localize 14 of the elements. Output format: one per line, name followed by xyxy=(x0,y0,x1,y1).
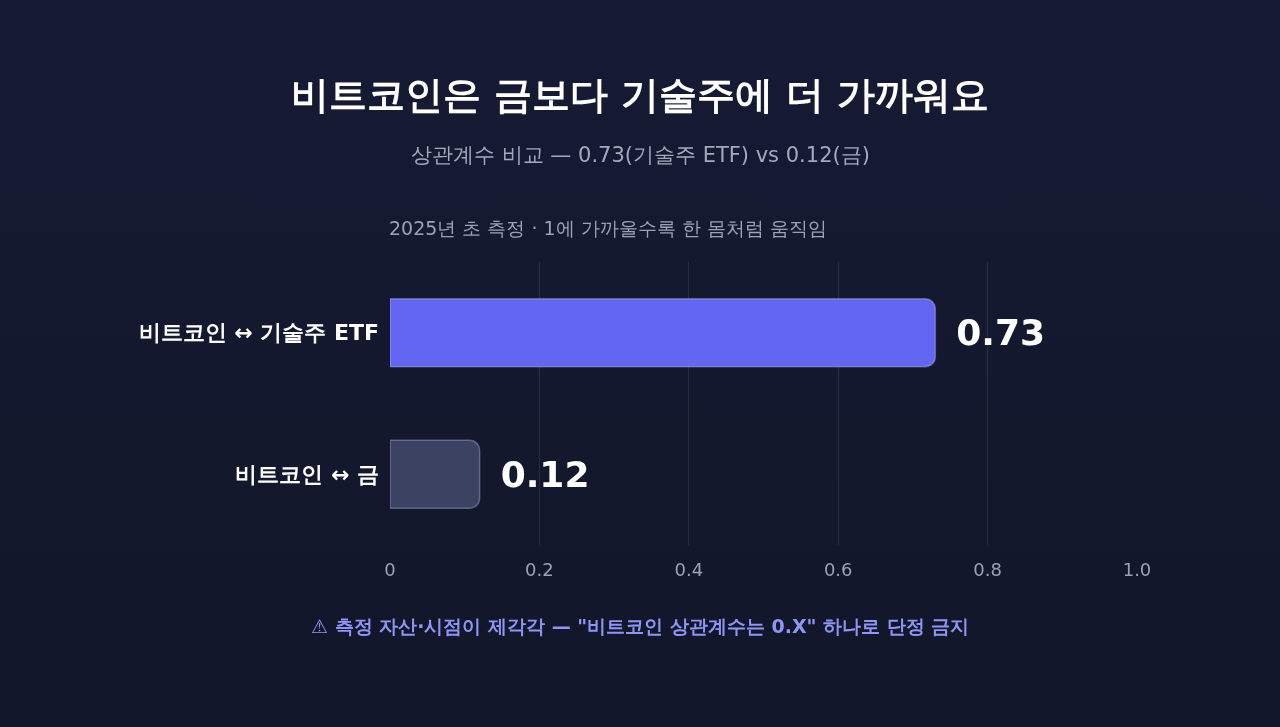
x-tick-label: 0.4 xyxy=(674,559,704,580)
chart-subtitle: 상관계수 비교 — 0.73(기술주 ETF) vs 0.12(금) xyxy=(411,143,870,167)
x-tick-label: 1.0 xyxy=(1122,559,1152,580)
data-label: 0.12 xyxy=(482,453,590,495)
y-tick-label: 비트코인 ↔ 기술주 ETF xyxy=(138,320,379,346)
x-tick-label: 0 xyxy=(384,559,396,580)
x-tick-label: 0.8 xyxy=(973,559,1002,580)
x-tick-label: 0.2 xyxy=(525,559,554,580)
text: 2025년 초 측정 · 1에 가까울수록 한 몸처럼 움직임 xyxy=(389,217,827,239)
text: ⚠ 측정 자산·시점이 제각각 — "비트코인 상관계수는 0.X" 하나로 단정 금지 xyxy=(311,615,970,637)
x-tick-label: 0.6 xyxy=(823,559,853,580)
chart-title: 비트코인은 금보다 기술주에 더 가까워요 xyxy=(290,73,990,118)
data-label: 0.73 xyxy=(938,312,1046,354)
y-tick-label: 비트코인 ↔ 금 xyxy=(235,461,379,487)
